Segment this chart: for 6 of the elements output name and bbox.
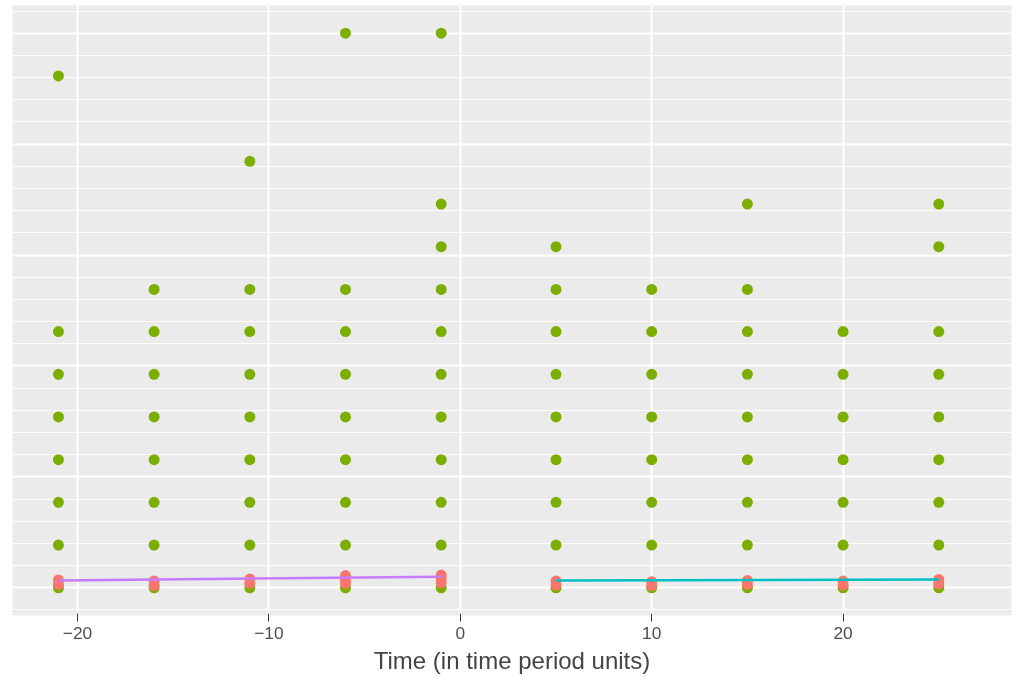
x-tick-label: −10 (254, 622, 284, 643)
x-tick-label: 10 (642, 622, 662, 643)
x-tick-label: −20 (62, 622, 93, 643)
x-axis-title: Time (in time period units) (373, 646, 651, 674)
x-tick-label: 0 (455, 622, 466, 643)
x-tick-label: 20 (833, 622, 853, 643)
